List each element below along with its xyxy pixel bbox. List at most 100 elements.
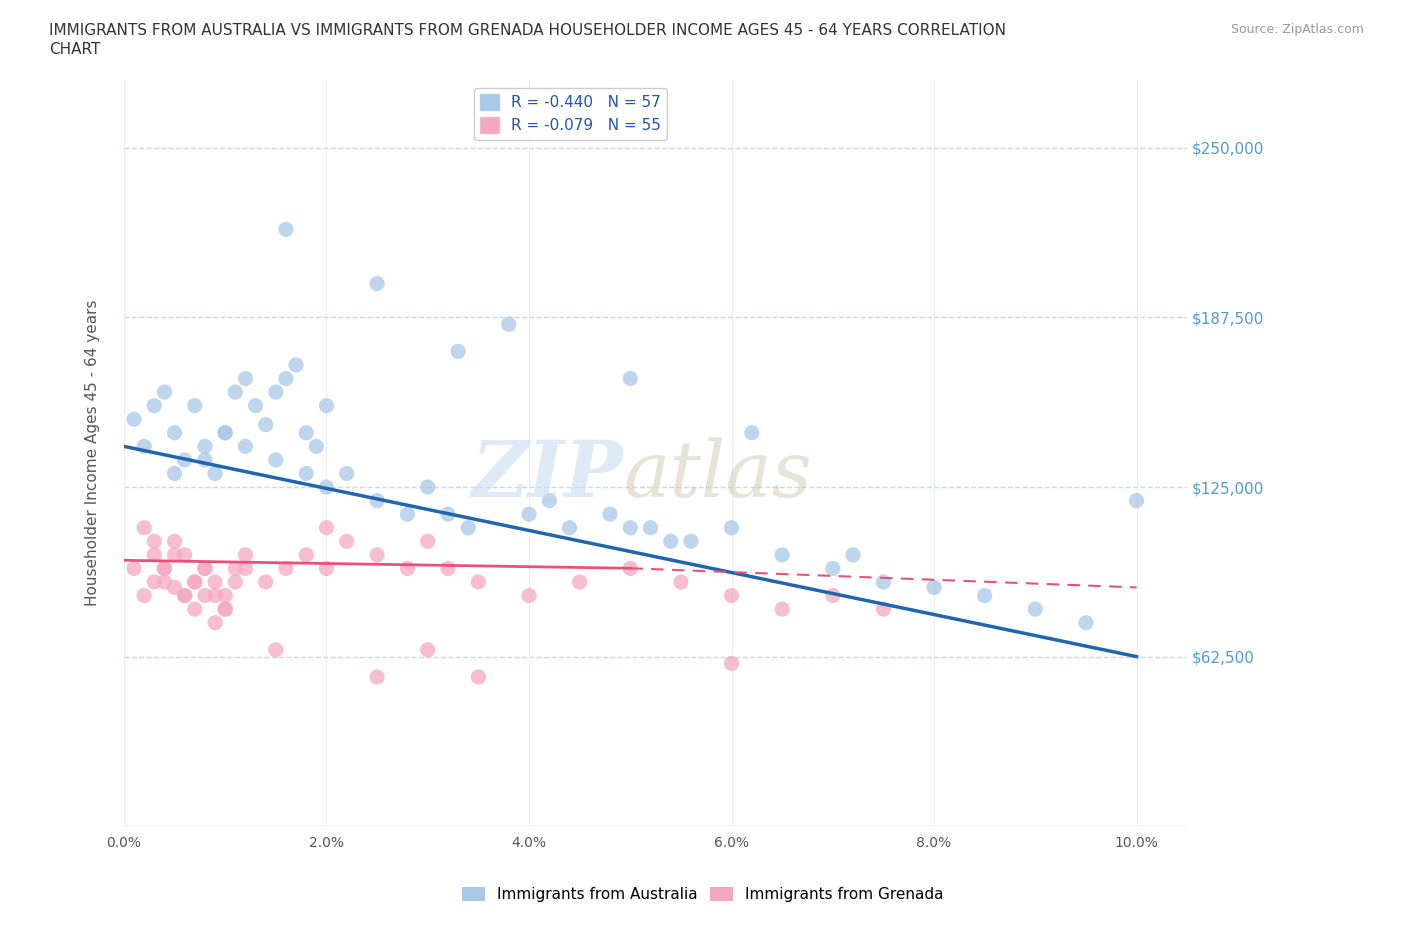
Point [437,561,460,576]
Point [264,643,287,658]
Point [163,466,186,481]
Point [153,575,176,590]
Point [457,520,479,535]
Point [143,548,166,563]
Point [315,480,337,495]
Point [872,602,894,617]
Point [467,670,489,684]
Point [264,453,287,468]
Point [770,602,793,617]
Point [720,656,742,671]
Point [153,385,176,400]
Point [122,561,145,576]
Point [184,602,207,617]
Point [194,439,217,454]
Point [254,418,277,432]
Point [659,534,682,549]
Point [143,575,166,590]
Point [184,398,207,413]
Text: IMMIGRANTS FROM AUSTRALIA VS IMMIGRANTS FROM GRENADA HOUSEHOLDER INCOME AGES 45 : IMMIGRANTS FROM AUSTRALIA VS IMMIGRANTS … [49,23,1007,38]
Point [1074,616,1097,631]
Point [295,548,318,563]
Point [336,534,359,549]
Text: CHART: CHART [49,42,101,57]
Point [235,371,257,386]
Point [235,439,257,454]
Point [396,507,419,522]
Point [315,561,337,576]
Point [498,317,520,332]
Point [143,534,166,549]
Point [619,561,641,576]
Point [153,561,176,576]
Point [447,344,470,359]
Point [619,520,641,535]
Point [214,425,236,440]
Point [366,493,388,508]
Point [396,561,419,576]
Point [224,575,246,590]
Point [437,507,460,522]
Point [122,412,145,427]
Point [568,575,591,590]
Text: ZIP: ZIP [472,437,624,513]
Point [274,371,297,386]
Point [640,520,662,535]
Point [194,561,217,576]
Point [416,480,439,495]
Point [821,588,844,603]
Point [173,548,195,563]
Point [366,548,388,563]
Point [235,561,257,576]
Text: Source: ZipAtlas.com: Source: ZipAtlas.com [1230,23,1364,36]
Point [366,670,388,684]
Point [821,561,844,576]
Point [922,580,945,595]
Point [204,575,226,590]
Point [204,466,226,481]
Legend: Immigrants from Australia, Immigrants from Grenada: Immigrants from Australia, Immigrants fr… [456,881,950,909]
Point [274,561,297,576]
Point [872,575,894,590]
Point [741,425,763,440]
Point [315,398,337,413]
Point [842,548,865,563]
Point [315,520,337,535]
Point [558,520,581,535]
Point [416,643,439,658]
Point [204,588,226,603]
Point [134,588,156,603]
Point [194,453,217,468]
Point [619,371,641,386]
Text: atlas: atlas [624,437,813,513]
Point [538,493,561,508]
Point [599,507,621,522]
Point [194,561,217,576]
Point [264,385,287,400]
Point [254,575,277,590]
Point [173,588,195,603]
Point [274,222,297,237]
Point [214,425,236,440]
Point [366,276,388,291]
Point [204,616,226,631]
Point [285,357,308,372]
Point [184,575,207,590]
Point [720,588,742,603]
Point [163,580,186,595]
Point [153,561,176,576]
Point [416,534,439,549]
Point [184,575,207,590]
Y-axis label: Householder Income Ages 45 - 64 years: Householder Income Ages 45 - 64 years [86,299,100,606]
Point [134,520,156,535]
Point [1024,602,1046,617]
Point [163,534,186,549]
Point [336,466,359,481]
Point [173,453,195,468]
Point [173,588,195,603]
Point [163,548,186,563]
Point [235,548,257,563]
Legend: R = -0.440   N = 57, R = -0.079   N = 55: R = -0.440 N = 57, R = -0.079 N = 55 [474,87,666,140]
Point [679,534,702,549]
Point [517,588,540,603]
